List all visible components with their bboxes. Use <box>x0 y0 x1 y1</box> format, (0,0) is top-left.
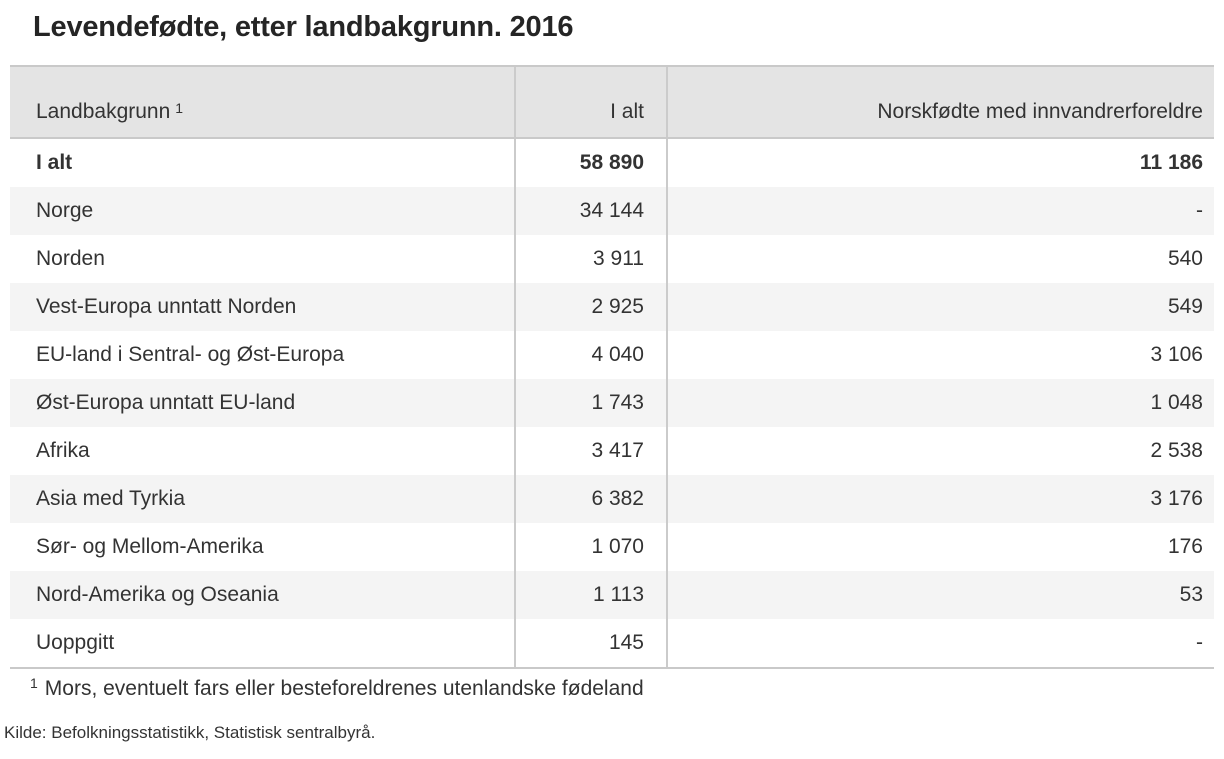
births-by-country-background-table: Landbakgrunn 1 I alt Norskfødte med innva… <box>10 65 1214 669</box>
cell-landbakgrunn: Uoppgitt <box>10 619 516 667</box>
cell-i-alt: 1 070 <box>516 523 668 571</box>
cell-norskfodte: 549 <box>1167 295 1203 318</box>
cell-norskfodte: - <box>1196 199 1203 222</box>
column-header-i-alt: I alt <box>516 67 668 137</box>
page-title: Levendefødte, etter landbakgrunn. 2016 <box>33 11 574 43</box>
table-row: EU-land i Sentral- og Øst-Europa 4 040 3 1… <box>10 331 1214 379</box>
cell-norskfodte: 11 186 <box>1139 151 1203 174</box>
cell-landbakgrunn: Afrika <box>10 427 516 475</box>
cell-i-alt: 34 144 <box>516 187 668 235</box>
cell-i-alt: 1 743 <box>516 379 668 427</box>
table-row: I alt 58 890 11 186 <box>10 139 1214 187</box>
table-row: Afrika 3 417 2 538 <box>10 427 1214 475</box>
cell-norskfodte: 53 <box>1179 583 1203 606</box>
cell-landbakgrunn: Nord-Amerika og Oseania <box>10 571 516 619</box>
cell-norskfodte: 540 <box>1167 247 1203 270</box>
footnote-text: Mors, eventuelt fars eller besteforeldre… <box>44 677 644 700</box>
cell-i-alt: 4 040 <box>516 331 668 379</box>
table-row: Sør- og Mellom-Amerika 1 070 176 <box>10 523 1214 571</box>
table-row: Vest-Europa unntatt Norden 2 925 549 <box>10 283 1214 331</box>
cell-i-alt: 2 925 <box>516 283 668 331</box>
cell-landbakgrunn: Norden <box>10 235 516 283</box>
cell-landbakgrunn: Øst-Europa unntatt EU-land <box>10 379 516 427</box>
cell-landbakgrunn: Sør- og Mellom-Amerika <box>10 523 516 571</box>
cell-landbakgrunn: Norge <box>10 187 516 235</box>
table-row: Norden 3 911 540 <box>10 235 1214 283</box>
cell-i-alt: 145 <box>516 619 668 667</box>
cell-norskfodte: - <box>1196 631 1203 654</box>
cell-norskfodte: 1 048 <box>1150 391 1203 414</box>
table-row: Norge 34 144 - <box>10 187 1214 235</box>
cell-i-alt: 3 417 <box>516 427 668 475</box>
table-body: I alt 58 890 11 186 Norge 34 144 - Norden 3 911… <box>10 139 1214 667</box>
cell-norskfodte: 2 538 <box>1150 439 1203 462</box>
column-header-landbakgrunn: Landbakgrunn 1 <box>10 67 516 137</box>
cell-norskfodte: 176 <box>1167 535 1203 558</box>
table-row: Uoppgitt 145 - <box>10 619 1214 667</box>
cell-landbakgrunn: Asia med Tyrkia <box>10 475 516 523</box>
cell-i-alt: 3 911 <box>516 235 668 283</box>
cell-landbakgrunn: Vest-Europa unntatt Norden <box>10 283 516 331</box>
footnote-marker-superscript: 1 <box>175 100 184 116</box>
footnote: 1 Mors, eventuelt fars eller besteforeldr… <box>30 675 644 701</box>
table-header-row: Landbakgrunn 1 I alt Norskfødte med innva… <box>10 67 1214 139</box>
table-row: Nord-Amerika og Oseania 1 113 53 <box>10 571 1214 619</box>
cell-norskfodte: 3 106 <box>1150 343 1203 366</box>
table-row: Asia med Tyrkia 6 382 3 176 <box>10 475 1214 523</box>
cell-i-alt: 6 382 <box>516 475 668 523</box>
cell-landbakgrunn: EU-land i Sentral- og Øst-Europa <box>10 331 516 379</box>
column-header-norskfodte: Norskfødte med innvandrerforeldre <box>877 100 1203 123</box>
footnote-marker: 1 <box>30 675 38 691</box>
table-row: Øst-Europa unntatt EU-land 1 743 1 048 <box>10 379 1214 427</box>
cell-landbakgrunn: I alt <box>10 139 516 187</box>
cell-norskfodte: 3 176 <box>1150 487 1203 510</box>
source-text: Kilde: Befolkningsstatistikk, Statistisk… <box>4 723 376 742</box>
column-header-landbakgrunn-label: Landbakgrunn <box>36 100 171 123</box>
cell-i-alt: 1 113 <box>516 571 668 619</box>
cell-i-alt: 58 890 <box>516 139 668 187</box>
